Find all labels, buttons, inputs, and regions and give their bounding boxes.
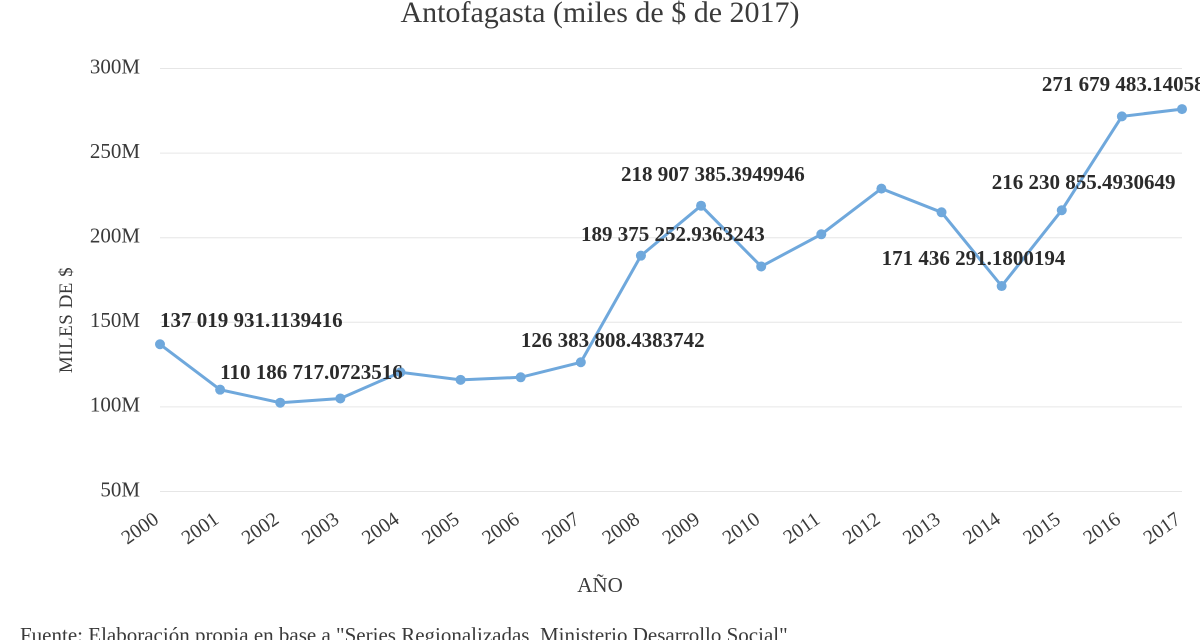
series-point (335, 393, 345, 403)
series-point (155, 339, 165, 349)
series-point (876, 184, 886, 194)
series-point (937, 207, 947, 217)
x-tick-label: 2009 (659, 508, 704, 549)
y-tick-label: 100M (90, 393, 141, 417)
data-label: 271 679 483.140586 (1042, 72, 1200, 97)
series-point (816, 229, 826, 239)
x-tick-label: 2003 (298, 508, 343, 549)
series-point (756, 261, 766, 271)
x-tick-label: 2016 (1079, 508, 1124, 549)
data-label: 218 907 385.3949946 (621, 162, 805, 187)
series-point (516, 372, 526, 382)
data-label: 110 186 717.0723516 (220, 360, 403, 385)
x-tick-label: 2001 (178, 508, 223, 549)
x-tick-label: 2013 (899, 508, 944, 549)
y-tick-label: 150M (90, 308, 141, 332)
series-point (1177, 104, 1187, 114)
series-point (997, 281, 1007, 291)
y-tick-label: 300M (90, 54, 141, 78)
x-tick-label: 2000 (117, 508, 162, 549)
y-tick-label: 200M (90, 224, 141, 248)
y-tick-label: 50M (100, 477, 140, 501)
data-label: 189 375 252.9363243 (581, 222, 765, 247)
x-tick-label: 2005 (418, 508, 463, 549)
series-point (1057, 205, 1067, 215)
x-tick-label: 2011 (779, 508, 824, 549)
series-point (636, 251, 646, 261)
x-tick-label: 2010 (719, 508, 764, 549)
x-tick-label: 2015 (1019, 508, 1064, 549)
series-point (215, 385, 225, 395)
series-point (1117, 111, 1127, 121)
x-tick-label: 2007 (538, 508, 583, 549)
series-point (576, 357, 586, 367)
data-label: 171 436 291.1800194 (882, 246, 1066, 271)
series-point (696, 201, 706, 211)
x-tick-label: 2017 (1139, 508, 1184, 549)
x-tick-label: 2012 (839, 508, 884, 549)
x-tick-label: 2002 (238, 508, 283, 549)
x-tick-label: 2014 (959, 508, 1004, 549)
x-tick-label: 2008 (598, 508, 643, 549)
series-point (275, 398, 285, 408)
series-point (456, 375, 466, 385)
x-tick-label: 2004 (358, 508, 403, 549)
x-tick-label: 2006 (478, 508, 523, 549)
chart-container: Antofagasta (miles de $ de 2017) MILES D… (0, 0, 1200, 640)
x-axis-label: AÑO (0, 573, 1200, 598)
data-label: 216 230 855.4930649 (992, 170, 1176, 195)
data-label: 137 019 931.1139416 (160, 308, 343, 333)
chart-footer: Fuente: Elaboración propia en base a "Se… (20, 623, 788, 640)
y-tick-label: 250M (90, 139, 141, 163)
data-label: 126 383 808.4383742 (521, 328, 705, 353)
